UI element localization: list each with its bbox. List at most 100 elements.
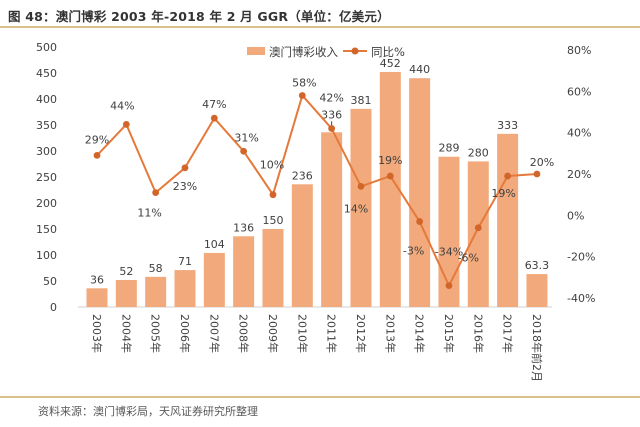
line-value-label: 29%	[85, 133, 109, 146]
x-axis-label: 2015年	[442, 314, 456, 353]
left-axis-tick: 500	[36, 41, 57, 54]
revenue-bar	[526, 274, 548, 307]
left-axis-tick: 400	[36, 93, 57, 106]
line-marker	[474, 224, 482, 232]
left-axis-tick: 100	[36, 249, 57, 262]
right-axis-tick: 40%	[567, 127, 591, 140]
revenue-bar	[174, 270, 196, 307]
left-axis-tick: 450	[36, 67, 57, 80]
revenue-bar	[350, 108, 372, 307]
revenue-bar	[291, 184, 313, 307]
x-axis-label: 2017年	[501, 314, 515, 353]
bar-value-label: 280	[468, 146, 489, 159]
x-axis-label: 2013年	[383, 314, 397, 353]
right-axis-tick: -20%	[567, 251, 595, 264]
line-value-label: -6%	[458, 252, 479, 265]
bar-value-label: 36	[90, 273, 104, 286]
right-axis-tick: -40%	[567, 292, 595, 305]
x-axis-label: 2012年	[354, 314, 368, 353]
x-axis-label: 2003年	[90, 314, 104, 353]
legend-bar-swatch	[247, 47, 265, 55]
revenue-bar	[321, 132, 343, 307]
line-marker	[122, 121, 130, 128]
title-divider	[0, 26, 640, 28]
figure-title: 图 48：澳门博彩 2003 年-2018 年 2 月 GGR（单位：亿美元）	[8, 9, 390, 24]
bar-value-label: 381	[350, 94, 371, 107]
x-axis-label: 2011年	[325, 314, 339, 353]
x-axis-label: 2018年前2月	[530, 314, 544, 382]
revenue-bar	[438, 156, 460, 307]
left-axis-tick: 150	[36, 223, 57, 236]
line-value-label: 23%	[173, 180, 197, 193]
revenue-bar	[86, 288, 108, 307]
chart: 0 50 100 150 200 250 300 350 400 450 500 -40% -20% 0%…	[36, 41, 595, 382]
line-marker	[328, 125, 336, 132]
x-axis-label: 2010年	[295, 314, 309, 353]
legend-line-label: 同比%	[371, 45, 405, 59]
right-axis-tick: 20%	[567, 168, 591, 181]
footer-divider	[0, 396, 640, 398]
line-value-label: 19%	[378, 154, 402, 167]
left-axis-tick: 250	[36, 171, 57, 184]
left-axis-tick: 0	[50, 301, 57, 314]
bar-value-label: 333	[497, 119, 518, 132]
revenue-bar	[145, 276, 167, 307]
bar-value-label: 452	[380, 57, 401, 70]
line-marker	[210, 114, 218, 122]
x-axis-label: 2014年	[413, 314, 427, 353]
line-value-label: -3%	[403, 245, 424, 258]
left-axis-tick: 50	[43, 275, 57, 288]
bar-value-label: 440	[409, 63, 430, 76]
x-axis-label: 2006年	[178, 314, 192, 353]
revenue-bar	[409, 78, 431, 307]
bar-value-label: 236	[292, 169, 313, 182]
bar-value-label: 52	[119, 265, 133, 278]
line-value-label: 42%	[319, 92, 343, 105]
line-value-label: -34%	[435, 246, 463, 259]
line-marker	[93, 152, 101, 159]
left-axis-tick: 200	[36, 197, 57, 210]
x-axis-label: 2009年	[266, 314, 280, 353]
bar-value-label: 104	[204, 238, 225, 251]
left-axis-tick: 300	[36, 145, 57, 158]
revenue-bar	[233, 236, 255, 307]
bar-value-label: 71	[178, 255, 192, 268]
line-value-label: 58%	[292, 76, 316, 89]
line-marker	[298, 92, 306, 99]
line-marker	[269, 191, 277, 199]
bar-value-label: 58	[149, 262, 163, 275]
x-axis-label: 2004年	[119, 314, 133, 353]
line-value-label: 19%	[491, 187, 515, 200]
right-axis-tick: 0%	[567, 209, 584, 222]
legend-line-marker	[351, 47, 359, 55]
line-marker	[152, 189, 160, 197]
line-marker	[416, 218, 424, 225]
line-value-label: 20%	[530, 156, 554, 169]
right-axis-tick: 80%	[567, 44, 591, 57]
bar-value-label: 63.3	[525, 259, 550, 272]
left-axis-tick: 350	[36, 119, 57, 132]
revenue-bar	[467, 161, 489, 307]
line-value-label: 44%	[110, 99, 134, 112]
line-marker	[504, 172, 512, 180]
line-value-label: 10%	[260, 159, 284, 172]
bar-value-label: 289	[438, 142, 459, 155]
revenue-bar	[379, 71, 401, 308]
revenue-bar	[203, 252, 225, 307]
right-axis-tick: 60%	[567, 85, 591, 98]
line-value-label: 31%	[234, 131, 258, 144]
x-axis-label: 2016年	[471, 314, 485, 353]
line-marker	[386, 172, 394, 180]
source-note: 资料来源：澳门博彩局，天风证券研究所整理	[38, 405, 258, 418]
line-marker	[533, 170, 541, 178]
revenue-bar	[262, 229, 284, 307]
x-axis-label: 2007年	[207, 314, 221, 353]
bar-value-label: 150	[262, 214, 283, 227]
line-value-label: 14%	[344, 202, 368, 215]
revenue-bar	[497, 133, 519, 307]
line-marker	[240, 147, 248, 155]
line-marker	[357, 183, 365, 190]
revenue-bar	[115, 279, 137, 307]
line-value-label: 11%	[137, 207, 161, 220]
